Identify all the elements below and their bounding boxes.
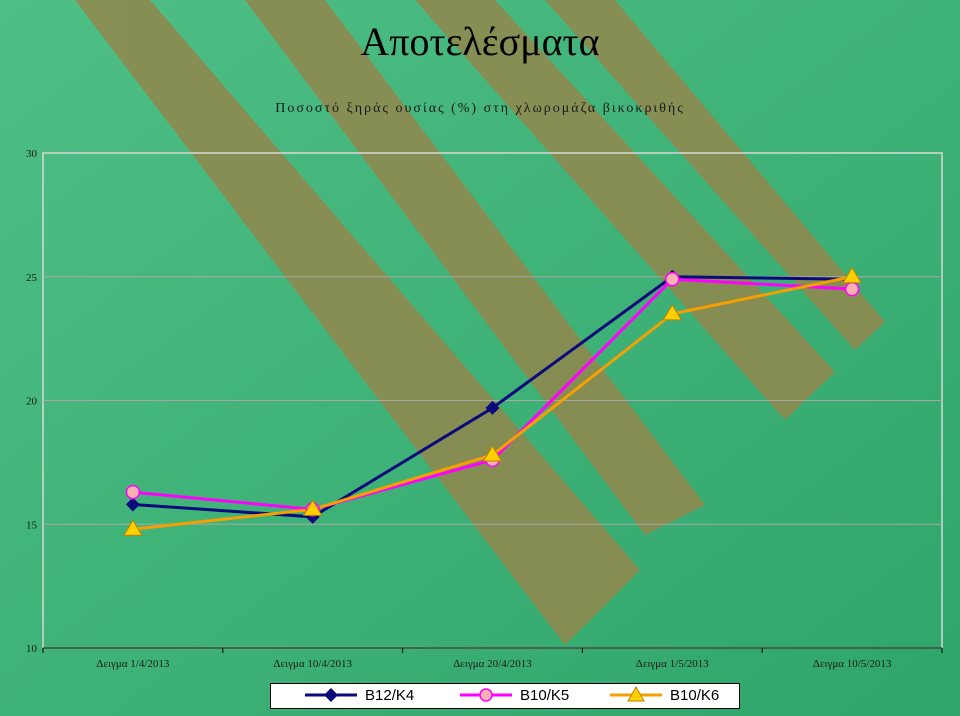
x-tick-label: Δειγμα 1/5/2013 xyxy=(636,658,710,670)
data-point xyxy=(482,444,503,462)
chart-legend: B12/K4 B10/K5 B10/K6 xyxy=(270,683,740,709)
data-point xyxy=(842,266,862,284)
y-tick-label: 10 xyxy=(26,643,38,655)
y-tick-label: 25 xyxy=(26,272,38,284)
legend-label: B12/K4 xyxy=(365,687,415,704)
data-point xyxy=(125,484,141,500)
x-tick-label: Δειγμα 20/4/2013 xyxy=(453,658,532,670)
chart-title: Ποσοστό ξηράς ουσίας (%) στη χλωρομάζα β… xyxy=(275,101,685,116)
triangle-marker-icon xyxy=(610,685,662,702)
page-title: Αποτελέσματα xyxy=(360,19,600,64)
y-tick-label: 15 xyxy=(26,519,38,531)
data-point xyxy=(125,497,140,512)
y-tick-label: 30 xyxy=(26,148,38,160)
series-line-b10-k5 xyxy=(132,277,853,511)
data-point xyxy=(485,400,500,415)
x-tick-label: Δειγμα 10/4/2013 xyxy=(273,658,352,670)
data-point xyxy=(302,499,323,516)
diamond-marker-icon xyxy=(305,688,357,702)
x-tick-label: Δειγμα 1/4/2013 xyxy=(96,658,170,670)
y-tick-label: 20 xyxy=(26,396,38,408)
legend-label: B10/K5 xyxy=(520,687,570,704)
legend-label: B10/K6 xyxy=(670,687,720,704)
circle-marker-icon xyxy=(460,688,512,702)
data-point xyxy=(123,519,143,536)
x-tick-label: Δειγμα 10/5/2013 xyxy=(813,658,892,670)
data-point xyxy=(844,281,860,297)
data-point xyxy=(665,271,680,287)
data-point xyxy=(662,303,683,321)
series-line-b12-k4 xyxy=(132,275,853,519)
